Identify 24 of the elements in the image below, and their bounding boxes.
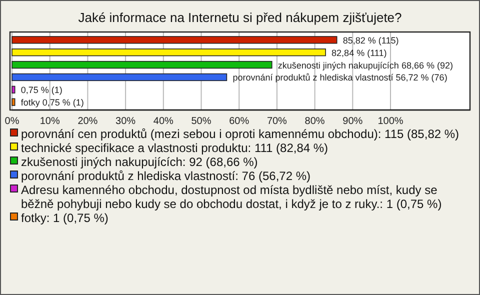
x-tick-label: 50% <box>191 116 212 127</box>
x-tick-label: 90% <box>342 116 363 127</box>
legend-label: zkušenosti jiných nakupujících: 92 (68,66 %) <box>21 155 258 169</box>
x-tick-label: 10% <box>40 116 60 127</box>
x-tick-label: 100% <box>378 116 404 127</box>
data-label: fotky 0,75 % (1) <box>20 98 84 108</box>
data-label: 0,75 % (1) <box>20 85 62 96</box>
data-label: 82,84 % (111) <box>332 48 387 58</box>
x-tick-label: 70% <box>266 116 288 127</box>
x-tick-label: 20% <box>78 116 98 127</box>
x-tick-label: 30% <box>116 116 136 127</box>
data-label: porovnání produktů z hlediska vlastností 56,72 % (76) <box>232 72 448 83</box>
x-tick-label: 40% <box>153 116 174 127</box>
data-label: zkušenosti jiných nakupujících 68,66 % (92) <box>278 60 453 70</box>
legend-label: technické specifikace a vlastnosti produktu: 111 (82,84 %) <box>21 141 328 155</box>
data-label: 85,82 % (115) <box>342 35 399 46</box>
x-tick-label: 80% <box>304 116 325 127</box>
legend-label: fotky: 1 (0,75 %) <box>21 211 108 225</box>
legend-label: porovnání cen produktů (mezi sebou i oproti kamennému obchodu): 115 (85,82 %) <box>21 127 460 141</box>
legend-label: porovnání produktů z hlediska vlastností: 76 (56,72 %) <box>21 169 311 183</box>
chart-title: Jaké informace na Internetu si před nákupem zjišťujete? <box>78 10 402 25</box>
x-tick-label: 60% <box>229 116 250 127</box>
legend-label: Adresu kamenného obchodu, dostupnost od místa bydliště nebo míst, kudy se běžně pohybuji nebo kudy se do obchodu dostat, i když je to z ruky.: 1 (0,75 %) <box>21 183 442 211</box>
x-tick-label: 0% <box>4 116 20 127</box>
